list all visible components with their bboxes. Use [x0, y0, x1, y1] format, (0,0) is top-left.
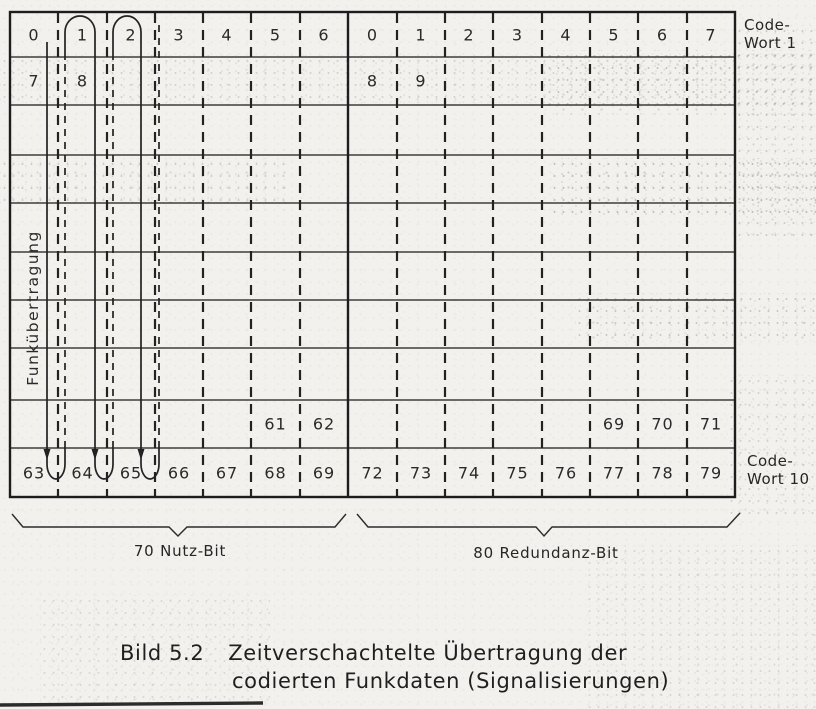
bit-number: 7	[28, 71, 40, 91]
bit-number: 2	[125, 25, 137, 44]
bit-number: 3	[511, 25, 524, 44]
bit-number: 3	[173, 25, 185, 44]
arrow-down-icon	[43, 449, 51, 460]
codeword-10-line1: Code-	[747, 452, 794, 470]
bit-number: 78	[651, 463, 674, 482]
arrow-down-icon	[137, 449, 145, 460]
brace-right	[356, 512, 741, 538]
bit-number: 4	[221, 25, 233, 44]
bit-number: 71	[699, 414, 723, 434]
bit-number: 7	[705, 25, 717, 44]
figure-caption-line1: Bild 5.2 Zeitverschachtelte Übertragung d…	[120, 641, 627, 665]
table-border	[8, 10, 737, 499]
bit-number: 0	[366, 25, 379, 44]
path-loop-col1	[64, 15, 114, 480]
path-arrowheads	[43, 449, 145, 460]
scan-edge-line	[0, 701, 264, 707]
codeword-1-label: Code- Wort 1	[744, 16, 797, 52]
bit-number: 8	[76, 71, 89, 91]
nutz-bit-label: 70 Nutz-Bit	[133, 542, 227, 560]
bit-number: 65	[119, 463, 143, 482]
codeword-10-line2: Wort 10	[747, 470, 810, 488]
redundanz-bit-label: 80 Redundanz-Bit	[473, 544, 619, 562]
interleave-path	[46, 15, 160, 480]
bit-number: 61	[264, 414, 287, 434]
bit-number: 79	[699, 463, 723, 482]
bit-number: 6	[318, 25, 330, 44]
bit-number: 69	[312, 463, 336, 482]
brace-left	[11, 513, 347, 537]
bit-number: 9	[415, 71, 427, 91]
codeword-1-line1: Code-	[744, 16, 791, 34]
bit-number: 77	[602, 463, 626, 482]
bit-number: 70	[651, 414, 674, 434]
figure-number: Bild 5.2	[120, 641, 205, 665]
bit-number: 68	[264, 463, 287, 482]
caption-text-line1: Zeitverschachtelte Übertragung der	[228, 641, 628, 665]
bit-number: 73	[409, 463, 433, 482]
bit-number: 76	[554, 463, 578, 482]
path-down-col0	[46, 42, 66, 480]
bit-number: 0	[28, 25, 40, 44]
bit-number: 4	[560, 25, 572, 44]
bit-number: 72	[361, 463, 384, 482]
bit-number: 62	[312, 414, 336, 434]
path-loop-col2	[112, 15, 160, 480]
column-separators	[56, 13, 689, 497]
figure-caption-line2: codierten Funkdaten (Signalisierungen)	[232, 669, 670, 693]
bit-number: 8	[366, 71, 379, 91]
bit-number: 2	[463, 25, 475, 44]
funkuebertragung-label: Funkübertragung	[24, 230, 42, 386]
bit-number: 74	[457, 463, 481, 482]
bit-number: 66	[167, 463, 191, 482]
arrow-down-icon	[91, 449, 99, 460]
row-lines	[10, 56, 735, 449]
bit-number: 5	[608, 25, 620, 44]
codeword-1-line2: Wort 1	[744, 34, 797, 52]
bit-number: 63	[22, 463, 46, 482]
bit-number: 67	[215, 463, 239, 482]
bit-number: 75	[506, 463, 529, 482]
bit-number: 69	[602, 414, 626, 434]
codeword-10-label: Code- Wort 10	[747, 452, 810, 488]
bit-number: 1	[415, 25, 427, 44]
bit-number: 64	[71, 463, 94, 482]
bit-number: 1	[76, 25, 89, 44]
bit-number: 6	[656, 25, 669, 44]
bit-number: 5	[269, 25, 282, 44]
